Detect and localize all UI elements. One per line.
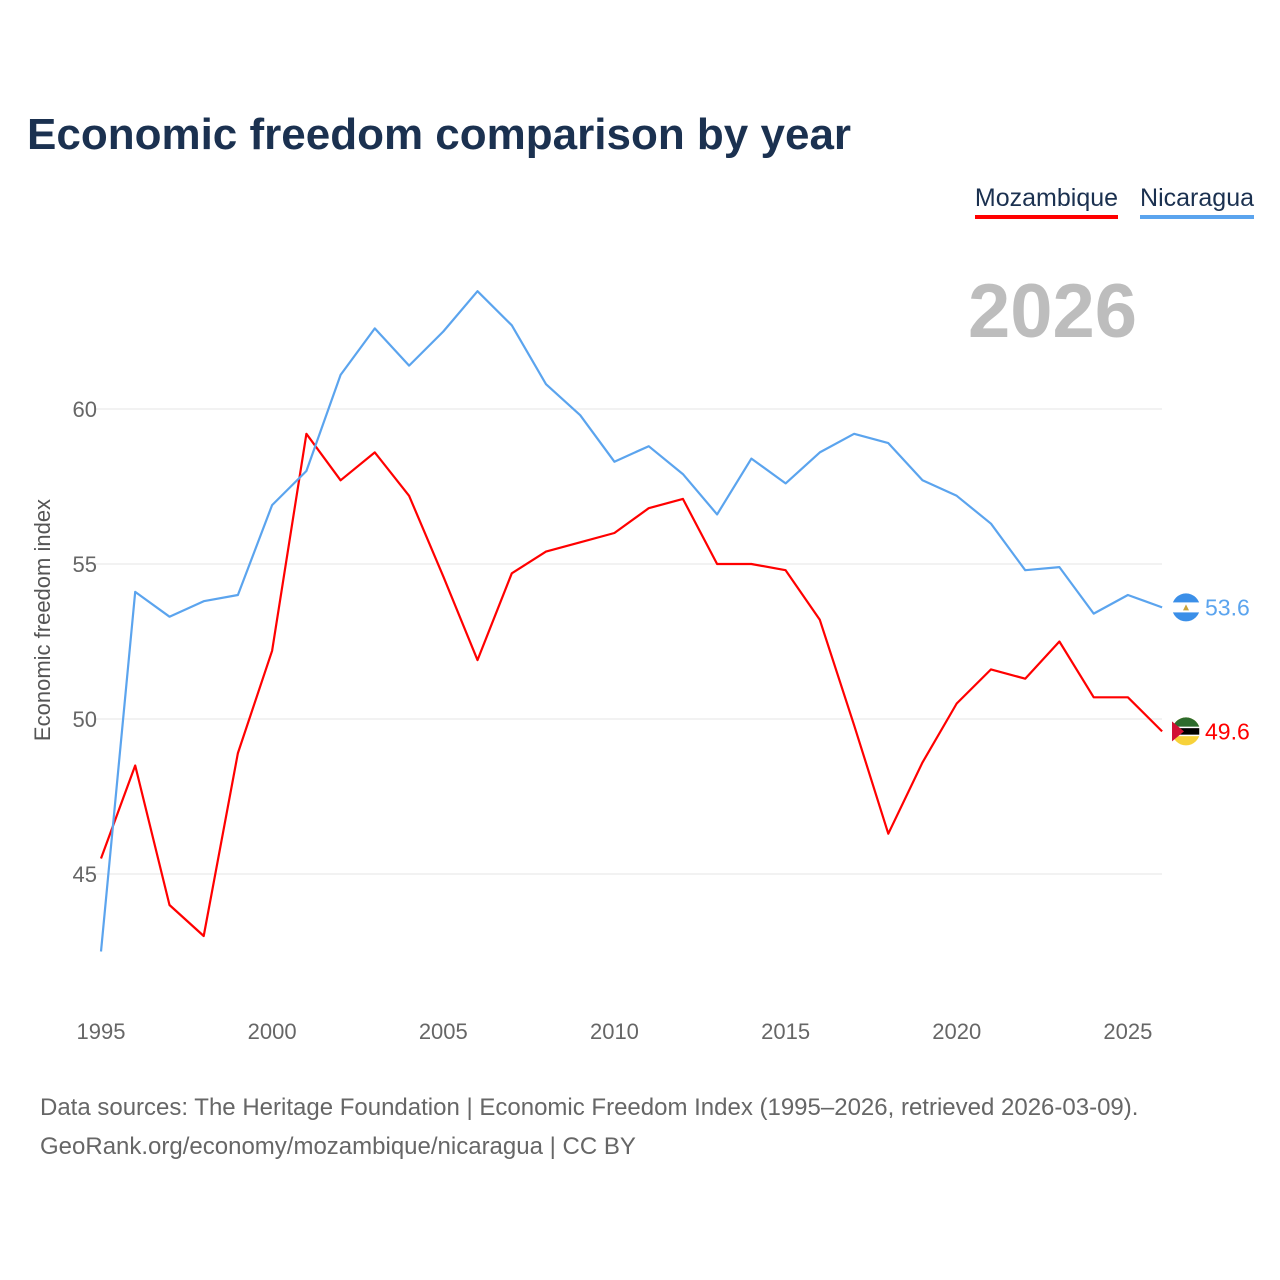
y-tick-label: 55 — [73, 552, 97, 577]
end-value-label-nicaragua: 53.6 — [1205, 594, 1250, 620]
current-year-label: 2026 — [968, 269, 1138, 354]
x-tick-label: 2005 — [419, 1019, 468, 1044]
flag-mozambique-icon — [1171, 717, 1201, 746]
end-value-label-mozambique: 49.6 — [1205, 718, 1250, 744]
x-tick-label: 2020 — [932, 1019, 981, 1044]
x-tick-label: 2000 — [248, 1019, 297, 1044]
x-tick-label: 2015 — [761, 1019, 810, 1044]
y-tick-label: 45 — [73, 862, 97, 887]
y-tick-label: 60 — [73, 397, 97, 422]
source-note: Data sources: The Heritage Foundation | … — [40, 1088, 1138, 1166]
x-tick-label: 2025 — [1103, 1019, 1152, 1044]
chart-title: Economic freedom comparison by year — [27, 110, 852, 159]
x-tick-label: 1995 — [77, 1019, 126, 1044]
flag-nicaragua-icon — [1172, 593, 1200, 622]
y-tick-label: 50 — [73, 707, 97, 732]
x-tick-label: 2010 — [590, 1019, 639, 1044]
flag-part — [1183, 604, 1189, 611]
series-line-mozambique — [99, 432, 1163, 938]
source-line-2[interactable]: GeoRank.org/economy/mozambique/nicaragua… — [40, 1133, 636, 1160]
legend: Mozambique Nicaragua — [974, 184, 1254, 219]
series-line-nicaragua — [99, 290, 1163, 952]
source-line-1: Data sources: The Heritage Foundation | … — [40, 1094, 1139, 1121]
flag-part — [1172, 721, 1184, 742]
legend-nicaragua[interactable]: Nicaragua — [1140, 184, 1254, 219]
legend-mozambique[interactable]: Mozambique — [974, 184, 1119, 219]
